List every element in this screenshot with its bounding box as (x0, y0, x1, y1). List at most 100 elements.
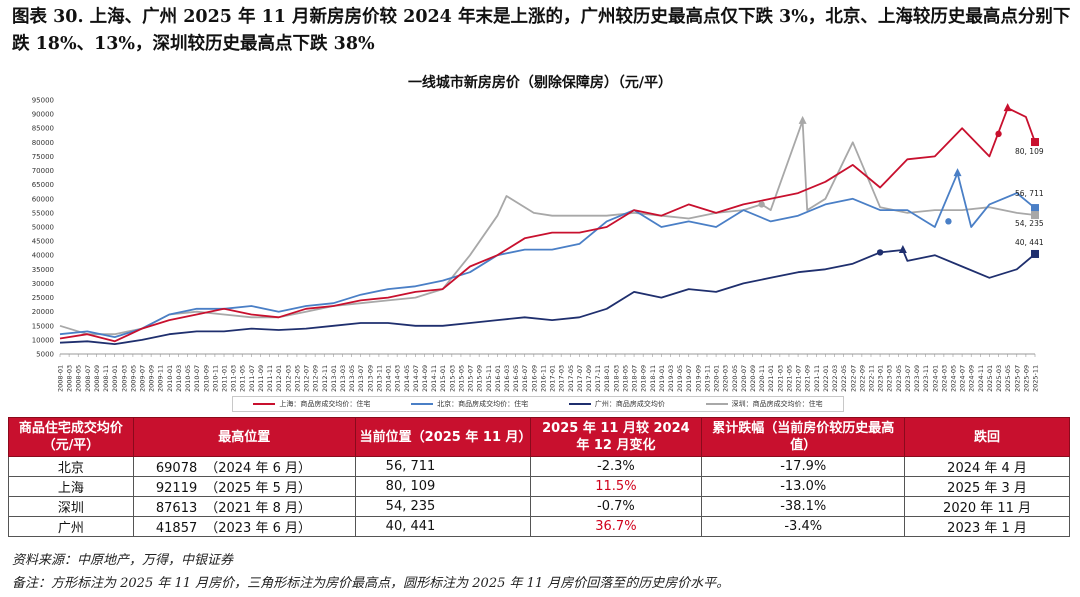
x-tick-label: 2009-09 (148, 365, 156, 392)
x-tick-label: 2015-07 (467, 365, 475, 392)
cell-back-to: 2020 年 11 月 (904, 496, 1070, 517)
y-tick-label: 60000 (32, 195, 54, 203)
x-tick-label: 2016-09 (530, 365, 538, 392)
x-tick-label: 2008-09 (93, 365, 101, 392)
x-tick-label: 2011-07 (248, 365, 256, 392)
x-tick-label: 2016-07 (521, 365, 529, 392)
legend-item-shanghai: 上海：商品房成交均价：住宅 (253, 399, 370, 409)
x-tick-label: 2018-05 (621, 365, 629, 392)
x-tick-label: 2015-11 (485, 365, 493, 392)
x-tick-label: 2011-01 (221, 365, 229, 392)
series-line (59, 107, 1036, 343)
x-tick-label: 2023-11 (922, 365, 930, 392)
peak-value: 92119 (155, 481, 198, 496)
x-tick-label: 2024-11 (977, 365, 985, 392)
cell-change: -0.7% (529, 496, 703, 517)
x-tick-label: 2009-05 (129, 365, 137, 392)
x-tick-label: 2024-03 (940, 365, 948, 392)
y-tick-label: 95000 (32, 97, 54, 105)
x-tick-label: 2014-07 (412, 365, 420, 392)
x-tick-label: 2022-07 (849, 365, 857, 392)
x-tick-label: 2008-03 (66, 365, 74, 392)
header-change: 2025 年 11 月较 2024 年 12 月变化 (529, 417, 703, 457)
legend-label-shanghai: 上海：商品房成交均价：住宅 (279, 400, 371, 408)
x-tick-label: 2021-03 (776, 365, 784, 392)
end-value-label: 40, 441 (1015, 238, 1044, 247)
x-tick-label: 2020-01 (713, 365, 721, 392)
cell-back-to: 2023 年 1 月 (904, 516, 1070, 537)
x-tick-label: 2023-07 (904, 365, 912, 392)
legend-item-beijing: 北京：商品房成交均价：住宅 (411, 399, 528, 409)
x-tick-label: 2021-05 (785, 365, 793, 392)
cell-city: 广州 (8, 516, 134, 537)
x-tick-label: 2023-05 (895, 365, 903, 392)
y-tick-label: 70000 (32, 167, 54, 175)
end-value-label: 80, 109 (1015, 147, 1044, 156)
marker-circle (876, 249, 884, 256)
x-tick-label: 2019-07 (685, 365, 693, 392)
x-tick-label: 2015-01 (439, 365, 447, 392)
x-tick-label: 2013-05 (348, 365, 356, 392)
cell-change: 36.7% (529, 516, 703, 537)
x-tick-label: 2008-11 (102, 365, 110, 392)
x-tick-label: 2023-03 (886, 365, 894, 392)
x-tick-label: 2010-03 (175, 365, 183, 392)
x-tick-label: 2024-07 (959, 365, 967, 392)
y-tick-label: 10000 (32, 336, 54, 344)
x-tick-label: 2018-03 (612, 365, 620, 392)
x-tick-label: 2013-07 (357, 365, 365, 392)
x-tick-label: 2011-11 (266, 365, 274, 392)
x-tick-label: 2025-03 (995, 365, 1003, 392)
cell-city: 深圳 (8, 496, 134, 517)
cell-peak: 92119 （2025 年 5 月） (132, 476, 356, 497)
cell-peak: 87613 （2021 年 8 月） (132, 496, 356, 517)
cell-current: 40, 441 (354, 516, 531, 537)
cell-city: 北京 (8, 456, 134, 477)
x-tick-label: 2021-01 (767, 365, 775, 392)
x-tick-label: 2021-11 (813, 365, 821, 392)
table-row: 深圳 87613 （2021 年 8 月） 54, 235 -0.7% -38.1% 202… (8, 496, 1070, 517)
cell-drawdown: -17.9% (701, 456, 906, 477)
marker-triangle (953, 168, 962, 177)
x-tick-label: 2018-07 (631, 365, 639, 392)
x-tick-label: 2013-03 (339, 365, 347, 392)
marker-square (1031, 138, 1039, 147)
peak-value: 87613 (155, 501, 198, 516)
x-tick-label: 2024-01 (931, 365, 939, 392)
peak-value: 41857 (155, 521, 198, 536)
x-tick-label: 2023-09 (913, 365, 921, 392)
x-tick-label: 2015-05 (457, 365, 465, 392)
x-tick-label: 2017-11 (594, 365, 602, 392)
end-value-label: 54, 235 (1015, 219, 1044, 228)
chart-legend: 上海：商品房成交均价：住宅 北京：商品房成交均价：住宅 广州：商品房成交均价 深… (232, 396, 844, 412)
legend-item-guangzhou: 广州：商品房成交均价 (568, 399, 665, 409)
table-header-row: 商品住宅成交均价（元/平） 最高位置 当前位置（2025 年 11 月） 202… (8, 417, 1070, 457)
x-tick-label: 2018-09 (640, 365, 648, 392)
x-tick-label: 2021-09 (804, 365, 812, 392)
x-tick-label: 2017-03 (558, 365, 566, 392)
legend-item-shenzhen: 深圳：商品房成交均价：住宅 (705, 399, 823, 409)
marker-triangle (898, 244, 907, 253)
table-row: 广州 41857 （2023 年 6 月） 40, 441 36.7% -3.4% 2023… (8, 516, 1070, 537)
x-tick-label: 2010-05 (184, 365, 192, 392)
x-tick-label: 2022-01 (822, 365, 830, 392)
x-tick-label: 2011-05 (239, 365, 247, 392)
x-tick-label: 2019-05 (676, 365, 684, 392)
series-line (59, 119, 1036, 336)
x-tick-label: 2019-09 (694, 365, 702, 392)
cell-city: 上海 (8, 476, 134, 497)
x-tick-label: 2013-09 (366, 365, 374, 392)
x-tick-label: 2015-03 (448, 365, 456, 392)
x-tick-label: 2021-07 (795, 365, 803, 392)
y-tick-label: 15000 (32, 322, 54, 330)
cell-peak: 69078 （2024 年 6 月） (132, 456, 356, 477)
header-current: 当前位置（2025 年 11 月） (354, 417, 532, 457)
x-tick-label: 2008-05 (75, 365, 83, 392)
x-tick-label: 2014-11 (430, 365, 438, 392)
cell-drawdown: -38.1% (701, 496, 906, 517)
cell-drawdown: -13.0% (701, 476, 906, 497)
remark-note: 备注：方形标注为 2025 年 11 月房价，三角形标注为房价最高点，圆形标注为… (12, 576, 730, 591)
cell-change: 11.5% (529, 476, 703, 497)
peak-value: 69078 (155, 461, 198, 476)
x-tick-label: 2012-11 (321, 365, 329, 392)
